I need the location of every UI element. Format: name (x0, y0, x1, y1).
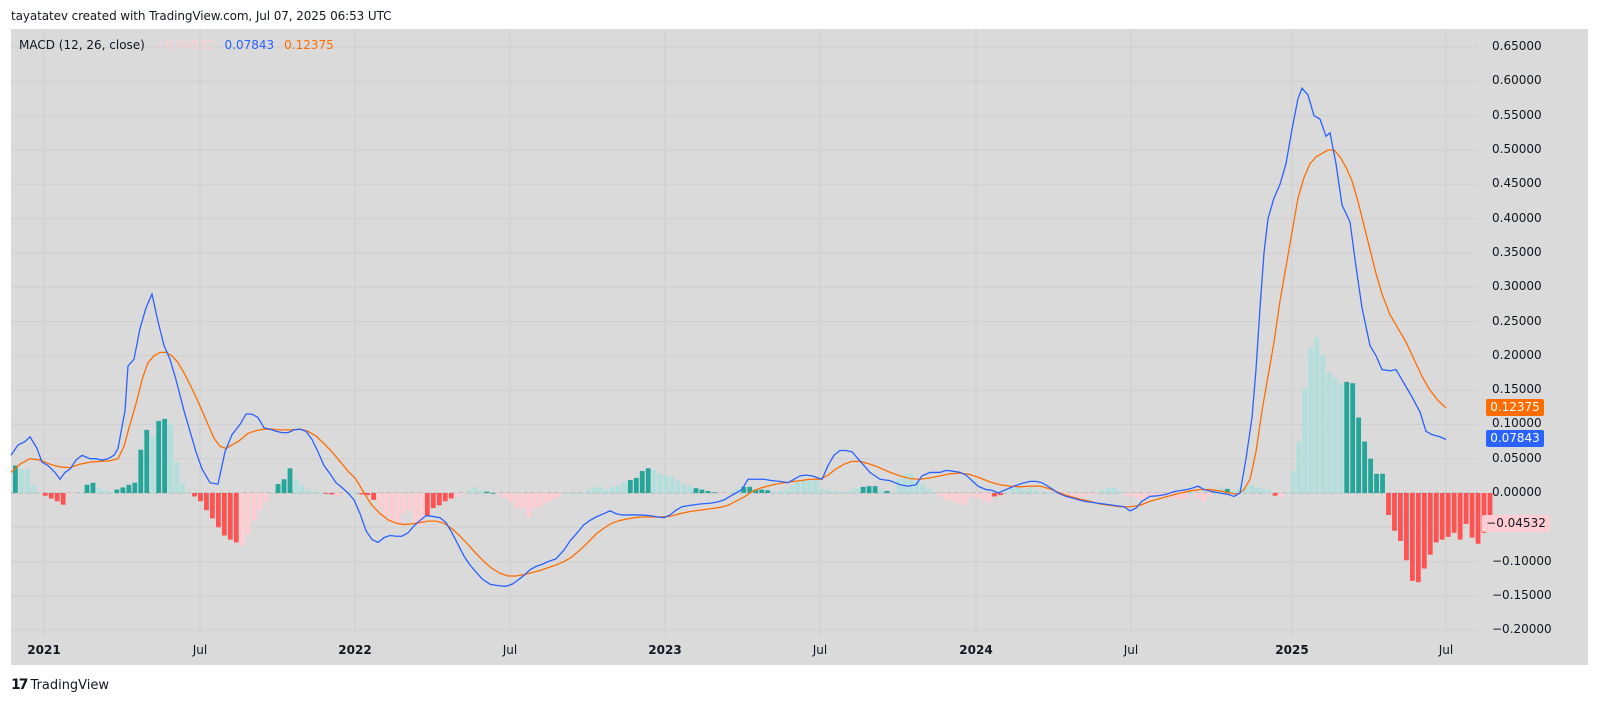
time-scale-label: 2023 (648, 643, 682, 657)
tradingview-brand[interactable]: 17 TradingView (11, 677, 109, 693)
price-scale-label: 0.35000 (1492, 244, 1542, 259)
price-scale-label: 0.05000 (1492, 450, 1542, 465)
price-scale-label: 0.30000 (1492, 279, 1542, 294)
time-scale-label: 2022 (338, 643, 372, 657)
macd-line (10, 87, 1447, 587)
macd-value: 0.07843 (224, 38, 275, 52)
brand-name: TradingView (30, 677, 110, 693)
price-scale-label: 0.65000 (1492, 39, 1542, 54)
indicator-name: MACD (12, 26, close) (19, 38, 145, 52)
price-scale-label: 0.40000 (1492, 210, 1542, 225)
time-scale-label: 2024 (959, 643, 993, 657)
price-scale-label: 0.15000 (1492, 382, 1542, 397)
price-scale-label: 0.50000 (1492, 142, 1542, 156)
attribution-text: tayatatev created with TradingView.com, … (11, 9, 392, 23)
price-scale-label: 0.25000 (1492, 313, 1542, 328)
time-scale-label: 2021 (27, 643, 61, 657)
grid-lines (11, 29, 1478, 636)
price-scale-label: 0.20000 (1492, 347, 1542, 362)
price-scale-label: 0.55000 (1492, 107, 1542, 122)
price-scale-label: −0.15000 (1492, 587, 1552, 602)
last-value-badge: −0.04532 (1482, 515, 1550, 533)
histogram-bars (13, 337, 1493, 583)
time-scale-label: Jul (812, 643, 828, 657)
price-scale-label: 0.10000 (1492, 416, 1542, 431)
signal-value: 0.12375 (284, 38, 334, 52)
price-scale-label: 0.45000 (1492, 176, 1542, 191)
histogram-value: −0.04532 (154, 38, 215, 52)
price-scale-label: 0.00000 (1492, 485, 1542, 499)
price-scale-label: −0.10000 (1492, 553, 1552, 568)
last-value-badge: 0.07843 (1486, 430, 1544, 448)
time-scale-label: Jul (1123, 643, 1139, 657)
indicator-legend[interactable]: MACD (12, 26, close) −0.04532 0.07843 0.… (19, 38, 334, 52)
time-scale-label: Jul (192, 643, 208, 657)
time-scale-label: 2025 (1275, 643, 1309, 657)
tradingview-logo-icon: 17 (11, 677, 29, 693)
time-scale-label: Jul (502, 643, 518, 657)
price-scale-label: 0.60000 (1492, 73, 1542, 88)
last-value-badge: 0.12375 (1486, 399, 1544, 417)
price-scale-label: −0.20000 (1492, 622, 1552, 637)
time-scale-label: Jul (1438, 643, 1454, 657)
